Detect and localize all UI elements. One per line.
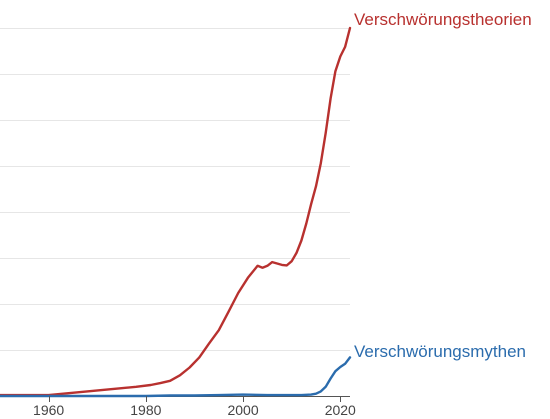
- series-label-verschwoerungstheorien: Verschwörungstheorien: [354, 10, 532, 29]
- x-tick-label-1960: 1960: [33, 402, 64, 418]
- x-tick-labels: 1960 1980 2000 2020: [33, 396, 356, 418]
- x-tick-label-2020: 2020: [325, 402, 356, 418]
- series-line-1: [0, 356, 352, 398]
- x-tick-label-2000: 2000: [227, 402, 258, 418]
- series-lines: [0, 26, 352, 398]
- x-tick-label-1980: 1980: [130, 402, 161, 418]
- gridlines: [0, 28, 350, 351]
- series-label-verschwoerungsmythen: Verschwörungsmythen: [354, 342, 526, 361]
- series-line-0: [0, 26, 352, 397]
- series-labels: Verschwörungstheorien Verschwörungsmythe…: [354, 10, 532, 361]
